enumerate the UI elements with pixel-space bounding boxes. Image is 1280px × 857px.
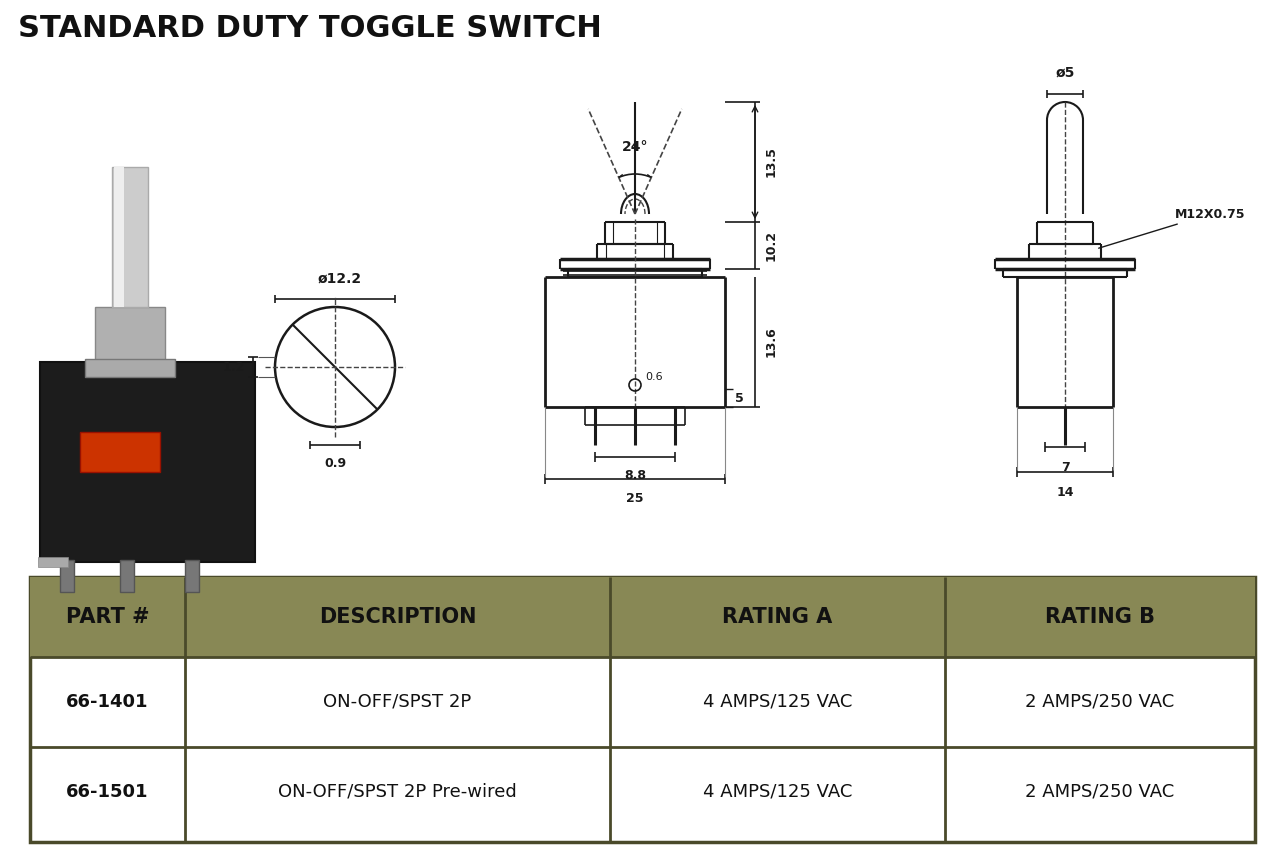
Bar — [79, 432, 160, 472]
Text: STANDARD DUTY TOGGLE SWITCH: STANDARD DUTY TOGGLE SWITCH — [18, 14, 602, 43]
Text: RATING A: RATING A — [722, 607, 832, 627]
Bar — [29, 577, 1254, 842]
Bar — [113, 167, 148, 307]
Text: ON-OFF/SPST 2P Pre-wired: ON-OFF/SPST 2P Pre-wired — [278, 783, 517, 801]
Text: 13.5: 13.5 — [765, 147, 778, 177]
Bar — [120, 560, 134, 592]
Text: 2 AMPS/250 VAC: 2 AMPS/250 VAC — [1025, 783, 1175, 801]
Text: M12X0.75: M12X0.75 — [1098, 207, 1245, 249]
Bar — [84, 359, 175, 377]
Text: 1.2: 1.2 — [223, 361, 244, 374]
Text: ø12.2: ø12.2 — [317, 272, 362, 286]
Text: 0.9: 0.9 — [324, 457, 346, 470]
Text: 14: 14 — [1056, 486, 1074, 499]
Text: 66-1501: 66-1501 — [67, 783, 148, 801]
Text: RATING B: RATING B — [1044, 607, 1155, 627]
Text: 2 AMPS/250 VAC: 2 AMPS/250 VAC — [1025, 693, 1175, 711]
Bar — [114, 167, 124, 307]
Bar — [40, 362, 255, 562]
Text: ON-OFF/SPST 2P: ON-OFF/SPST 2P — [324, 693, 471, 711]
Bar — [95, 307, 165, 362]
Text: 7: 7 — [1061, 461, 1069, 474]
Bar — [38, 557, 68, 567]
Text: DESCRIPTION: DESCRIPTION — [319, 607, 476, 627]
Bar — [60, 560, 74, 592]
Text: 10.2: 10.2 — [765, 230, 778, 261]
Text: 66-1401: 66-1401 — [67, 693, 148, 711]
Text: 25: 25 — [626, 492, 644, 505]
Text: 8.8: 8.8 — [625, 469, 646, 482]
Bar — [29, 577, 1254, 657]
Text: 24°: 24° — [622, 140, 648, 154]
Text: PART #: PART # — [65, 607, 150, 627]
Text: 0.6: 0.6 — [645, 372, 663, 382]
Text: 5: 5 — [735, 392, 744, 405]
Text: 13.6: 13.6 — [765, 327, 778, 357]
Text: 4 AMPS/125 VAC: 4 AMPS/125 VAC — [703, 693, 852, 711]
Text: ø5: ø5 — [1055, 66, 1075, 80]
Bar — [186, 560, 198, 592]
Text: 4 AMPS/125 VAC: 4 AMPS/125 VAC — [703, 783, 852, 801]
